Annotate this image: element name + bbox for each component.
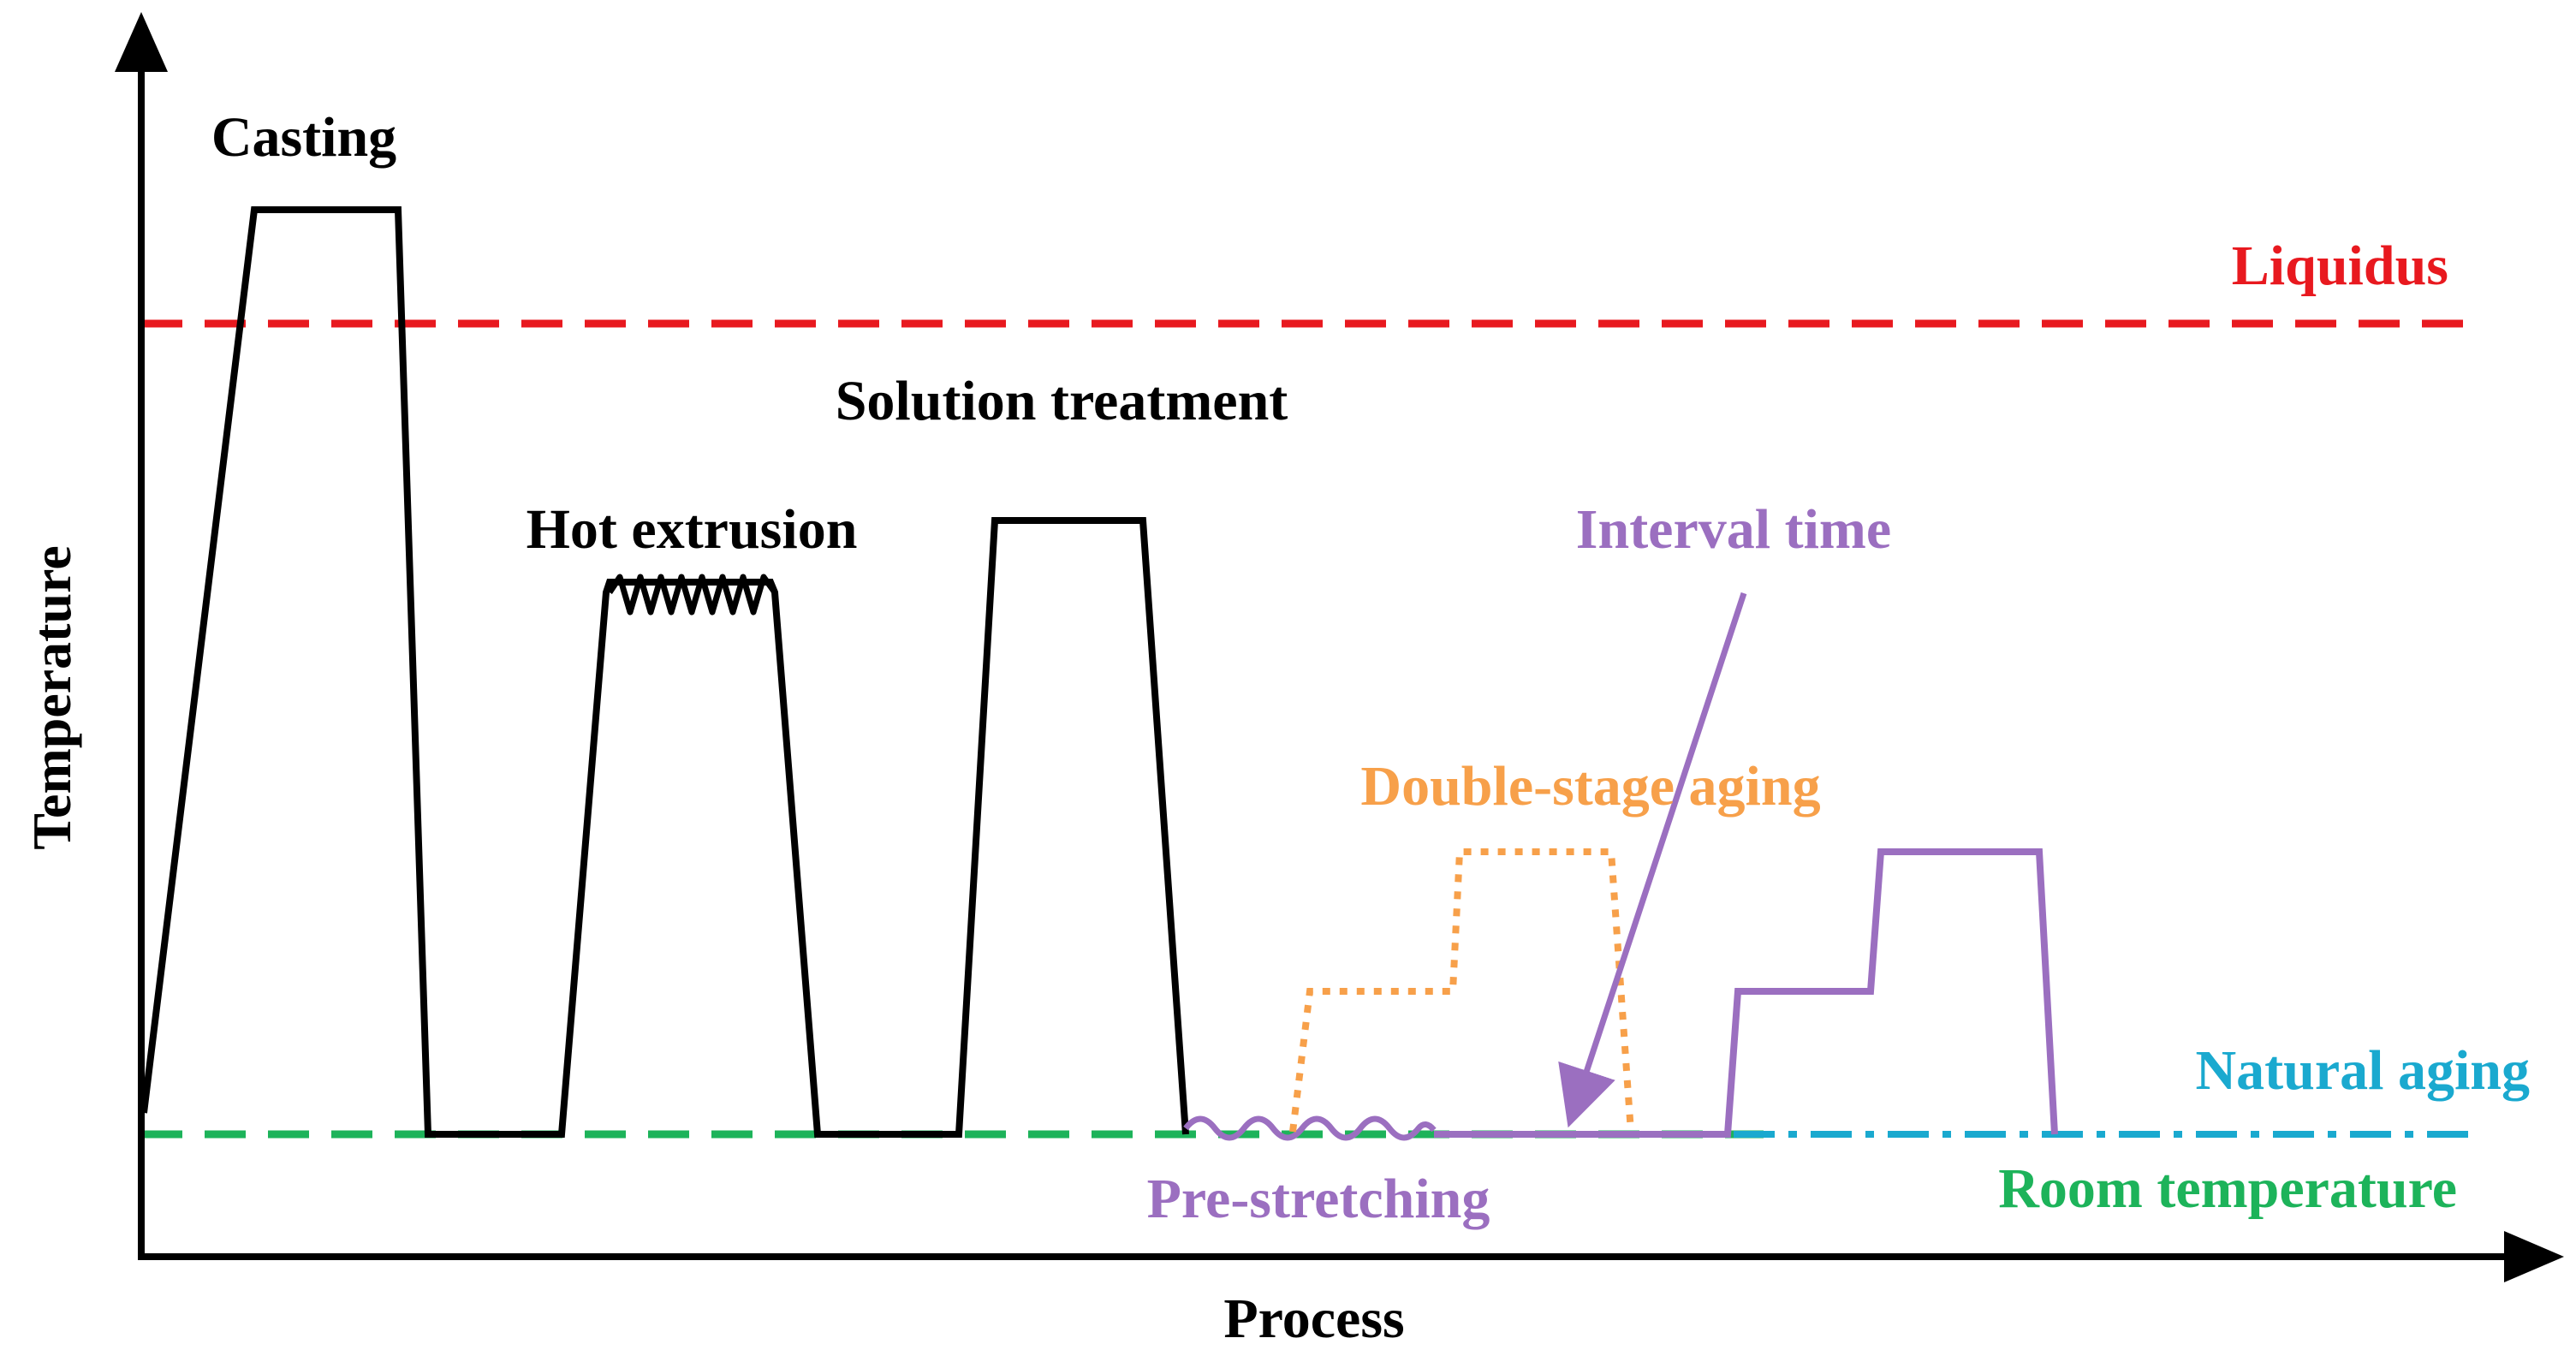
- hot-extrusion-label: Hot extrusion: [527, 498, 858, 561]
- process-path: [140, 206, 1189, 1138]
- pre-stretching-label: Pre-stretching: [1147, 1168, 1490, 1230]
- interval-aging-path: [1434, 848, 2058, 1138]
- natural-aging-label: Natural aging: [2195, 1039, 2530, 1102]
- interval-time-label: Interval time: [1576, 498, 1891, 561]
- x-axis-arrowhead: [2504, 1231, 2564, 1282]
- hot-extrusion-wave: [607, 574, 777, 616]
- casting-label: Casting: [211, 106, 396, 169]
- pre-stretching-wave: [1183, 1115, 1437, 1141]
- y-axis-label: Temperature: [21, 545, 82, 850]
- room-temperature-label: Room temperature: [1998, 1157, 2457, 1220]
- double-stage-aging-label: Double-stage aging: [1360, 755, 1820, 818]
- y-axis-arrowhead: [115, 12, 168, 72]
- x-axis-label: Process: [1223, 1288, 1404, 1350]
- double-stage-aging-path: [1289, 848, 1634, 1133]
- liquidus-label: Liquidus: [2232, 235, 2448, 297]
- solution-treatment-label: Solution treatment: [836, 370, 1288, 432]
- interval-time-arrow: [1558, 592, 1747, 1128]
